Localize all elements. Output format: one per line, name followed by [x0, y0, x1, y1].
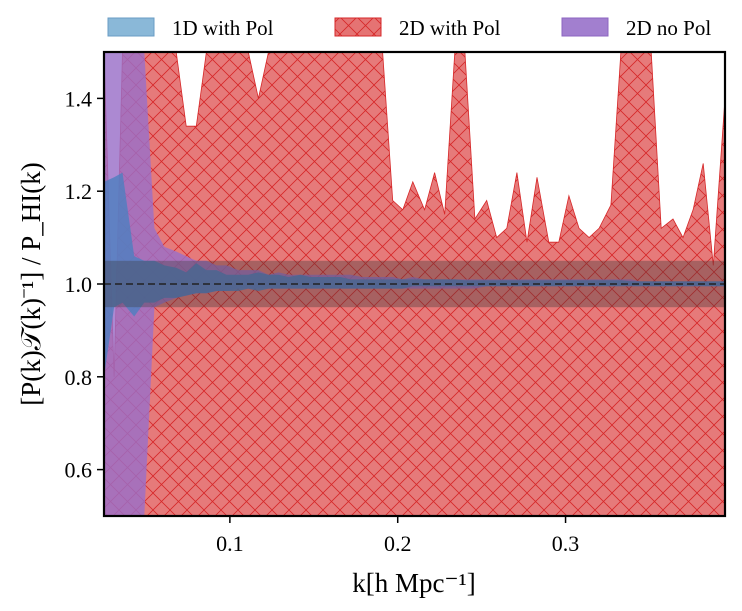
x-tick-label-2: 0.3	[552, 531, 580, 556]
legend-label-2d-with-pol: 2D with Pol	[399, 16, 501, 40]
band-1d-with-pol	[104, 172, 725, 377]
x-axis-label: k[h Mpc⁻¹]	[352, 568, 476, 598]
y-tick-label-4: 1.4	[65, 86, 93, 111]
y-tick-label-3: 1.2	[65, 179, 93, 204]
legend-swatch-hatch	[335, 18, 381, 36]
y-tick-label-2: 1.0	[65, 272, 93, 297]
plot-area	[104, 52, 725, 516]
x-axis-ticks: 0.1 0.2 0.3	[216, 516, 579, 556]
legend-swatch-2d-no-pol	[561, 17, 609, 37]
legend-label-1d-with-pol: 1D with Pol	[172, 16, 274, 40]
legend-entry-2d-no-pol: 2D no Pol	[561, 16, 711, 40]
legend-label-2d-no-pol: 2D no Pol	[626, 16, 711, 40]
x-tick-label-1: 0.2	[384, 531, 412, 556]
legend-entry-1d-with-pol: 1D with Pol	[107, 16, 274, 40]
x-tick-label-0: 0.1	[216, 531, 244, 556]
legend-swatch-1d-with-pol	[107, 17, 155, 37]
y-tick-label-1: 0.8	[65, 365, 93, 390]
y-tick-label-0: 0.6	[65, 458, 93, 483]
y-axis-ticks: 0.6 0.8 1.0 1.2 1.4	[65, 86, 104, 483]
legend: 1D with Pol 2D with Pol 2D no Pol	[107, 16, 711, 40]
y-axis-label: [P(k)𝒯(k)⁻¹] / P_HI(k)	[16, 162, 46, 405]
legend-entry-2d-with-pol: 2D with Pol	[334, 16, 501, 40]
